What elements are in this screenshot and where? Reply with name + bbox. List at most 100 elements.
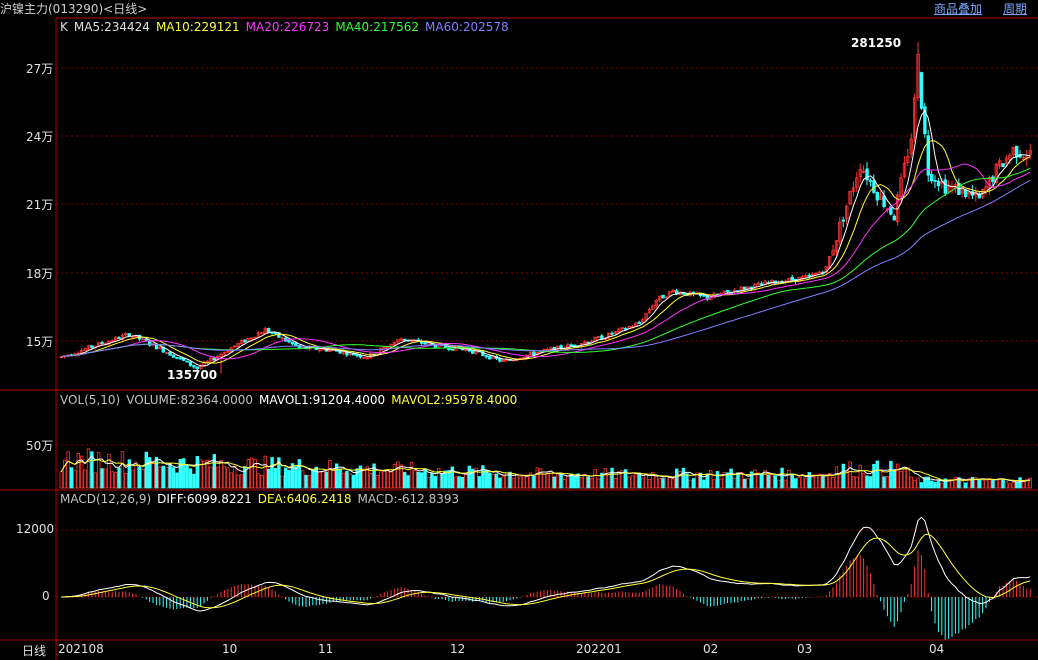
candle-body [90,345,94,348]
volume-bar [573,475,577,489]
volume-bar [154,456,159,489]
volume-bar [800,473,805,489]
candle-body [858,168,862,177]
volume-bar [875,460,879,489]
volume-bar [675,468,679,489]
volume-bar [559,474,563,489]
candle-body [834,240,839,252]
volume-bar [977,479,981,489]
candle-body [450,348,454,351]
volume-bar [712,479,716,489]
volume-bar [164,466,169,489]
volume-bar [654,475,658,489]
volume-bar [658,478,662,489]
volume-bar [474,467,478,489]
period-link[interactable]: 周期 [1003,2,1028,16]
volume-bar [226,467,230,489]
candle-body [841,219,845,222]
volume-bar [845,471,849,489]
candle-body [396,339,400,343]
volume-bar [902,468,907,489]
volume-legend-item-0: VOL(5,10) [60,393,121,407]
volume-bar [739,472,743,489]
candle-body [549,347,553,350]
volume-bar [443,470,448,489]
volume-bar [1004,481,1009,489]
volume-bar [501,475,505,489]
volume-bar [1018,477,1022,489]
volume-bar [770,474,774,489]
volume-bar [460,476,465,489]
overlay-commodity-link[interactable]: 商品叠加 [934,2,983,16]
volume-bar [637,472,641,489]
volume-bar [620,470,624,489]
candle-body [392,341,397,346]
candle-body [198,365,203,369]
candle-body [426,342,431,345]
volume-bar [368,472,373,489]
candle-body [848,190,852,205]
candle-body [355,354,359,357]
volume-bar [590,478,594,489]
volume-bar [780,467,784,489]
price-legend-item-1: MA5:234424 [73,20,150,34]
volume-bar [593,469,597,489]
volume-bar [334,463,339,489]
volume-bar [416,471,420,489]
candle-body [246,338,250,342]
volume-bar [341,472,346,489]
volume-bar [100,468,104,489]
price-tick-15w: 15万 [26,335,54,349]
candle-body [260,332,264,335]
volume-bar [73,470,77,489]
candle-body [280,337,284,340]
candle-body [114,336,118,342]
volume-bar [896,463,900,489]
volume-bar [498,477,502,489]
x-label-11: 11 [318,642,334,656]
volume-bar [749,471,754,489]
volume-bar [726,472,730,489]
volume-bar [494,473,499,489]
candle-body [219,353,223,357]
volume-bar [586,476,590,489]
volume-bar [855,476,859,489]
candle-body [243,339,247,343]
volume-bar [372,463,376,489]
volume-bar [892,469,896,489]
volume-bar [215,466,220,489]
volume-bar [617,471,621,489]
volume-bar [899,471,903,489]
volume-bar [923,476,927,489]
volume-bar [134,461,138,489]
volume-bar [69,467,74,489]
price-legend-item-2: MA10:229121 [155,20,240,34]
volume-bar [396,461,400,489]
volume-bar [974,477,978,489]
candle-body [185,360,189,363]
volume-bar [151,463,155,489]
candle-body [573,344,577,347]
volume-bar [732,477,737,489]
volume-bar [294,466,298,489]
volume-bar [114,472,118,489]
volume-bar [926,476,930,489]
volume-bar [994,479,998,489]
candle-body [226,350,230,353]
volume-bar [862,472,866,489]
volume-bar [630,475,635,489]
candle-body [800,276,805,279]
volume-bar [967,478,971,489]
volume-bar [423,468,427,489]
candle-body [188,361,193,366]
candle-body [569,344,573,347]
volume-bar [1025,478,1029,489]
volume-bar [232,465,237,489]
volume-bar [698,472,703,489]
volume-bar [736,472,740,489]
macd-tick-12000: 12000 [16,522,55,536]
volume-legend-item-2: MAVOL1:91204.4000 [259,393,386,407]
candle-body [930,173,934,182]
volume-bar [202,460,206,489]
